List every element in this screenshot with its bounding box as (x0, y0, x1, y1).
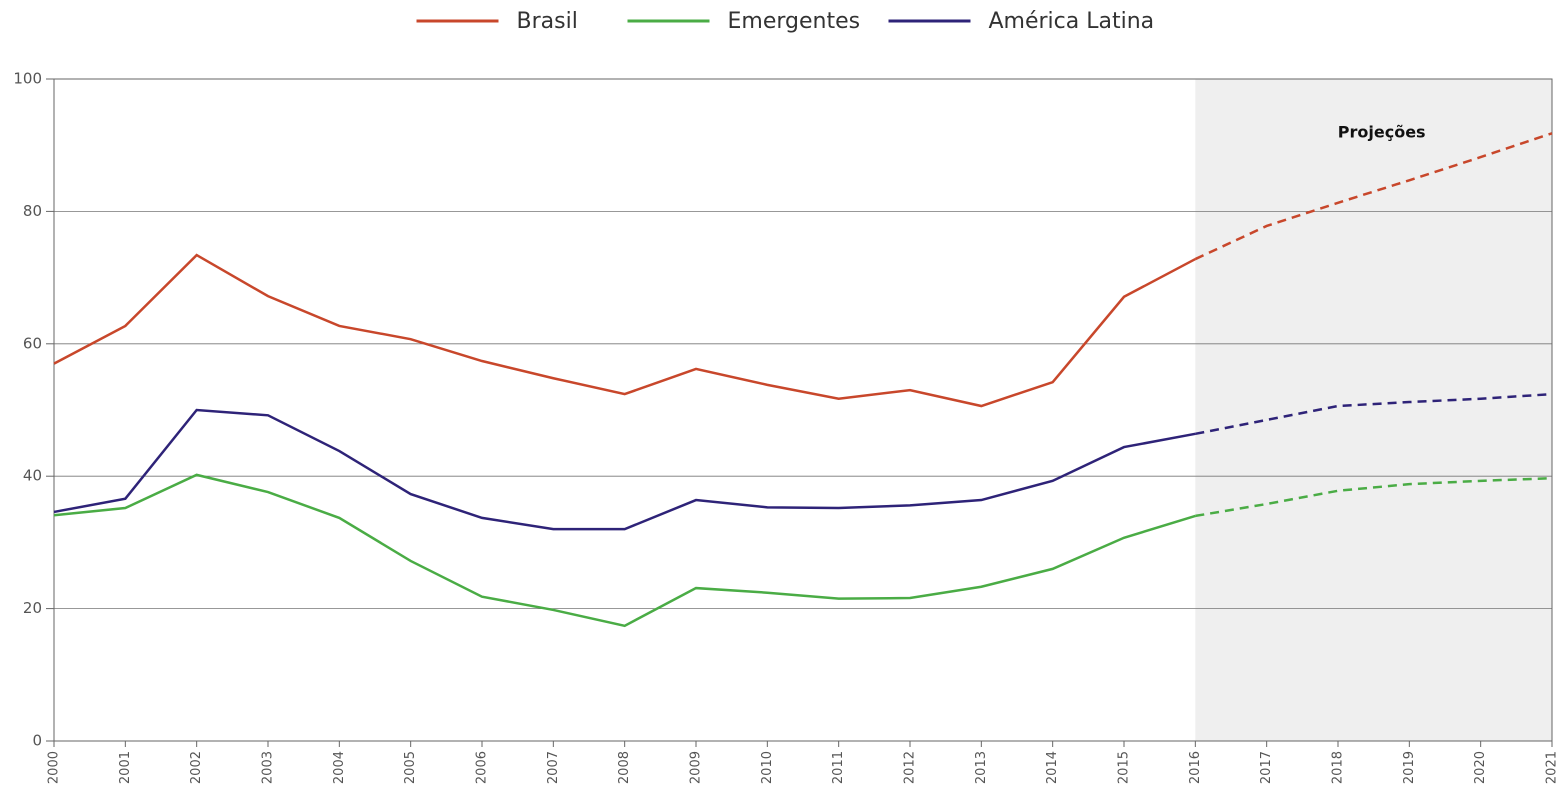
plot-frame (53, 78, 1553, 742)
legend-label: Emergentes (728, 9, 861, 34)
y-tick-label: 100 (13, 70, 42, 88)
legend-label: América Latina (989, 9, 1155, 34)
x-tick-label: 2014 (1045, 751, 1060, 784)
x-tick-label: 2012 (903, 751, 918, 784)
x-tick-label: 2006 (475, 751, 490, 784)
projection-line (1194, 132, 1553, 261)
y-tick-label: 20 (23, 599, 42, 617)
x-tick-label: 2008 (617, 751, 632, 784)
projection-area (1195, 79, 1552, 741)
x-tick-label: 2004 (332, 751, 347, 784)
x-tick-label: 2019 (1402, 751, 1417, 784)
x-tick-label: 2018 (1331, 751, 1346, 784)
series-line (53, 408, 1196, 531)
y-tick-label: 60 (23, 334, 42, 352)
y-tick-label: 0 (32, 732, 42, 750)
x-tick-label: 2016 (1188, 751, 1203, 784)
x-tick-label: 2020 (1473, 751, 1488, 784)
series-line (53, 473, 1196, 628)
x-tick-label: 2013 (974, 751, 989, 784)
x-tick-label: 2007 (546, 751, 561, 784)
x-tick-label: 2000 (47, 751, 62, 784)
x-tick-label: 2011 (831, 751, 846, 784)
x-tick-label: 2002 (189, 751, 204, 784)
projection-line (1195, 392, 1553, 436)
y-tick-label: 40 (23, 467, 42, 485)
x-tick-label: 2005 (403, 751, 418, 784)
projection-line (1195, 476, 1553, 518)
series-line (53, 253, 1196, 408)
x-tick-label: 2001 (118, 751, 133, 784)
x-tick-label: 2010 (760, 751, 775, 784)
x-tick-label: 2021 (1545, 751, 1556, 784)
legend-label: Brasil (517, 9, 578, 34)
projection-label: Projeções (1338, 123, 1426, 142)
x-tick-label: 2017 (1259, 751, 1274, 784)
x-tick-label: 2009 (689, 751, 704, 784)
x-tick-label: 2015 (1117, 751, 1132, 784)
x-tick-label: 2003 (261, 751, 276, 784)
y-tick-label: 80 (23, 202, 42, 220)
